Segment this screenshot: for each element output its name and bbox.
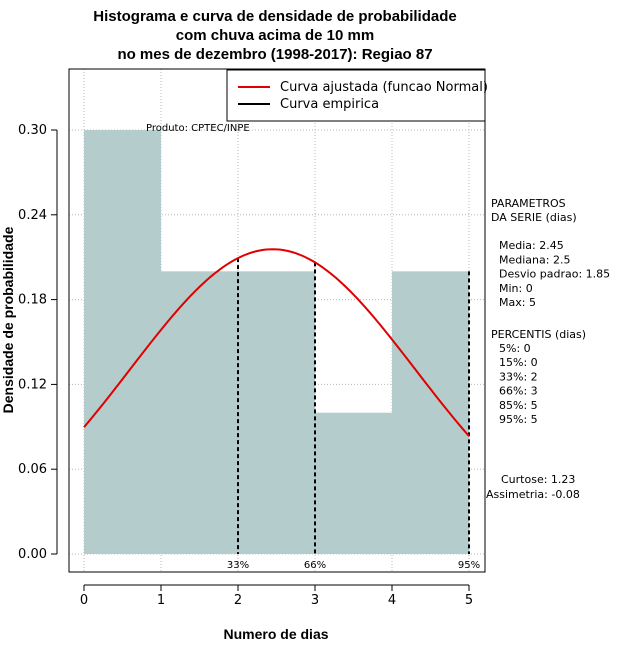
legend: Curva ajustada (funcao Normal) Curva empi…	[226, 69, 488, 122]
parametros-title-1: DA SERIE (dias)	[491, 211, 577, 224]
x-tick-label-2: 2	[234, 593, 242, 608]
curtose-text: Curtose: 1.23	[501, 473, 575, 486]
histogram-bar-4	[392, 271, 469, 554]
title-line-2: com chuva acima de 10 mm	[176, 27, 374, 44]
x-tick-label-0: 0	[80, 593, 88, 608]
percentis-title: PERCENTIS (dias)	[491, 328, 586, 341]
x-tick-label-5: 5	[465, 593, 473, 608]
y-tick-label-4: 0.24	[18, 208, 47, 223]
histogram-bar-0	[84, 130, 161, 554]
percentis-line-3: 66%: 3	[499, 385, 538, 398]
histogram-bar-3	[315, 412, 392, 554]
title-line-3: no mes de dezembro (1998-2017): Regiao 8…	[117, 46, 432, 63]
normal-curve	[83, 248, 470, 437]
histogram-bars	[84, 130, 469, 554]
parametros-title-0: PARAMETROS	[491, 197, 566, 210]
percentis-line-1: 15%: 0	[499, 356, 538, 369]
parametros-line-0: Media: 2.45	[499, 239, 564, 252]
parametros-line-3: Min: 0	[499, 282, 533, 295]
y-tick-label-5: 0.30	[18, 123, 47, 138]
percentile-lines: 33% 66% 95%	[227, 258, 480, 571]
legend-label-0: Curva ajustada (funcao Normal)	[280, 80, 488, 95]
percentile-label-0: 33%	[227, 560, 249, 571]
title-line-1: Histograma e curva de densidade de proba…	[93, 8, 456, 25]
y-tick-label-3: 0.18	[18, 293, 47, 308]
assimetria-text: Assimetria: -0.08	[486, 488, 580, 501]
histogram-bar-1	[161, 271, 238, 554]
x-axis-title: Numero de dias	[223, 626, 328, 642]
percentis-line-0: 5%: 0	[499, 342, 531, 355]
axes: 0 1 2 3 4 5 0.00 0.06 0.12 0.18 0.24 0.30 Numero de …	[0, 123, 473, 642]
plot-frame	[68, 68, 486, 573]
percentis-line-5: 95%: 5	[499, 413, 538, 426]
parametros-line-1: Mediana: 2.5	[499, 253, 570, 266]
x-tick-label-1: 1	[157, 593, 165, 608]
legend-box	[226, 69, 486, 122]
percentis-line-4: 85%: 5	[499, 399, 538, 412]
percentis-line-2: 33%: 2	[499, 370, 538, 383]
y-tick-label-0: 0.00	[18, 547, 47, 562]
x-tick-label-4: 4	[388, 593, 396, 608]
legend-label-1: Curva empirica	[280, 97, 379, 112]
parametros-line-4: Max: 5	[499, 296, 536, 309]
y-axis-title: Densidade de probabilidade	[0, 226, 16, 413]
parametros-line-2: Desvio padrao: 1.85	[499, 268, 610, 281]
histogram-bar-2	[238, 271, 315, 554]
product-note: Produto: CPTEC/INPE	[146, 123, 250, 134]
chart-title: Histograma e curva de densidade de proba…	[93, 8, 456, 63]
percentile-label-2: 95%	[458, 560, 480, 571]
y-tick-label-1: 0.06	[18, 462, 47, 477]
x-tick-label-3: 3	[311, 593, 319, 608]
normal-curve-line	[83, 248, 470, 437]
percentile-label-1: 66%	[304, 560, 326, 571]
y-tick-label-2: 0.12	[18, 377, 47, 392]
